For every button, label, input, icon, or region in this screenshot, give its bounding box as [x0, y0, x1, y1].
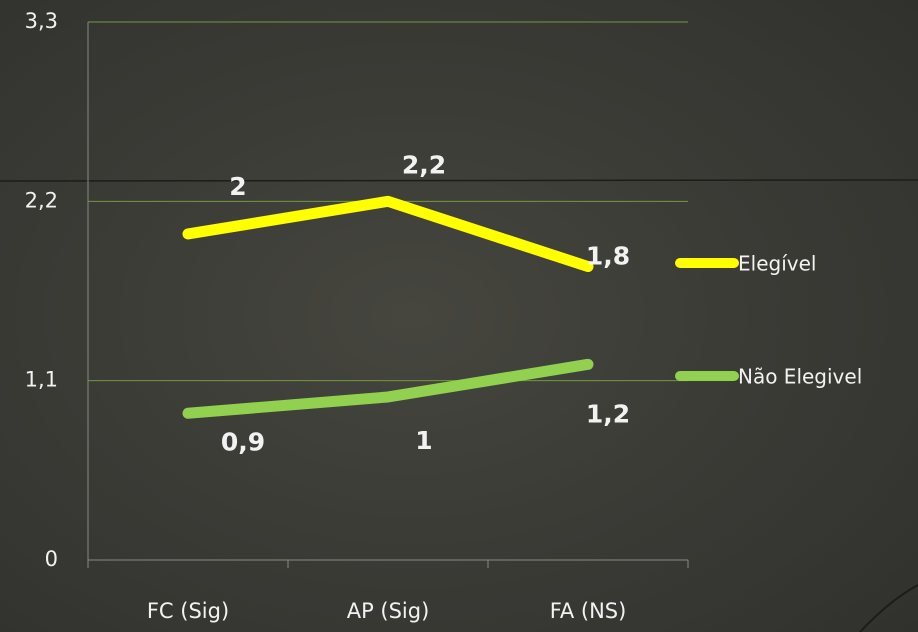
data-label: 2 [229, 172, 246, 201]
x-tick-label: FC (Sig) [147, 599, 229, 623]
y-tick-label: 2,2 [25, 188, 58, 212]
slide-divider [0, 179, 918, 182]
x-tick-label: FA (NS) [550, 599, 627, 623]
series-line [182, 358, 594, 419]
data-label: 1,2 [586, 399, 630, 428]
data-label: 1,8 [586, 242, 630, 271]
series-line [182, 195, 594, 273]
y-tick-label: 0 [45, 547, 58, 571]
x-tick-label: AP (Sig) [347, 599, 430, 623]
legend-label: Não Elegivel [738, 365, 862, 389]
data-label: 1 [415, 426, 432, 455]
data-label: 0,9 [221, 427, 265, 456]
y-tick-label: 3,3 [25, 9, 58, 33]
data-label: 2,2 [402, 150, 446, 179]
slide-curve [859, 584, 918, 632]
y-tick-label: 1,1 [25, 368, 58, 392]
legend-label: Elegível [738, 252, 816, 276]
